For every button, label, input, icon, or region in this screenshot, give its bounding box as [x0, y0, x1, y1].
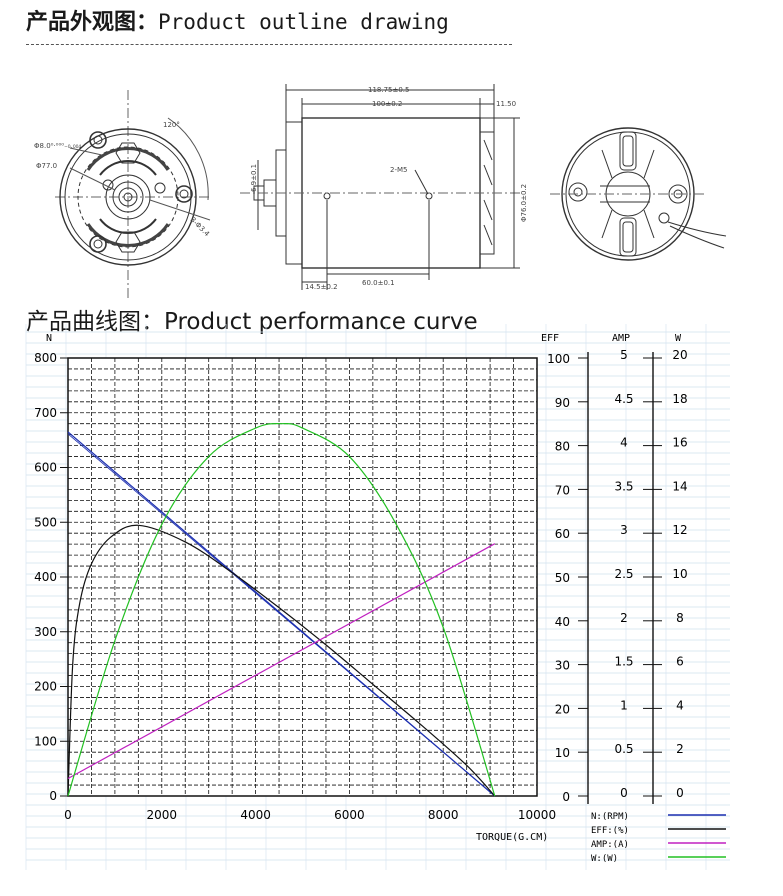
- series-line-n-shadow: [67, 433, 496, 797]
- w-axis-label: W: [675, 333, 682, 344]
- w-tick-label: 10: [672, 567, 687, 581]
- side-label-diameter: Φ76.0±0.2: [520, 184, 528, 222]
- amp-tick-label: 1: [620, 698, 628, 712]
- n-tick-label: 100: [34, 734, 57, 748]
- side-label-body: 100±0.2: [372, 100, 402, 108]
- x-tick-label: 6000: [334, 808, 365, 822]
- eff-tick-label: 100: [547, 352, 570, 366]
- series-line-eff: [67, 524, 496, 797]
- side-label-end: 11.50: [496, 100, 516, 108]
- amp-tick-label: 4: [620, 436, 628, 450]
- front-label-shaft: Φ8.0⁰·⁰⁰⁰₋₀.₀₀₄: [34, 142, 81, 150]
- n-axis-label: N: [46, 333, 52, 344]
- legend-label: W:(W): [591, 854, 618, 864]
- n-tick-label: 0: [49, 789, 57, 803]
- side-label-offset: 14.5±0.2: [305, 283, 338, 291]
- x-tick-label: 10000: [518, 808, 556, 822]
- w-tick-label: 20: [672, 348, 687, 362]
- series-line-amp: [67, 543, 496, 780]
- n-tick-label: 400: [34, 570, 57, 584]
- x-tick-label: 8000: [428, 808, 459, 822]
- eff-tick-label: 30: [555, 659, 570, 673]
- amp-tick-label: 1.5: [614, 655, 633, 669]
- w-tick-label: 18: [672, 392, 687, 406]
- eff-tick-label: 0: [562, 790, 570, 804]
- n-tick-label: 600: [34, 461, 57, 475]
- eff-tick-label: 50: [555, 571, 570, 585]
- curve-heading-en: Product performance curve: [164, 309, 478, 335]
- eff-tick-label: 40: [555, 615, 570, 629]
- amp-tick-label: 0.5: [614, 742, 633, 756]
- w-tick-label: 6: [676, 655, 684, 669]
- outline-heading: 产品外观图：Product outline drawing: [26, 4, 449, 36]
- x-tick-label: 2000: [147, 808, 178, 822]
- legend-label: AMP:(A): [591, 840, 629, 850]
- eff-tick-label: 20: [555, 702, 570, 716]
- n-tick-label: 800: [34, 351, 57, 365]
- amp-tick-label: 2: [620, 611, 628, 625]
- x-tick-label: 0: [64, 808, 72, 822]
- n-tick-label: 700: [34, 406, 57, 420]
- n-tick-label: 200: [34, 680, 57, 694]
- amp-tick-label: 5: [620, 348, 628, 362]
- w-tick-label: 14: [672, 479, 687, 493]
- amp-tick-label: 2.5: [614, 567, 633, 581]
- n-tick-label: 300: [34, 625, 57, 639]
- front-label-dia: Φ77.0: [36, 162, 57, 170]
- side-label-overall: 118.75±0.5: [368, 86, 410, 94]
- curve-heading: 产品曲线图：Product performance curve: [26, 302, 478, 336]
- outline-drawing: 120° Φ8.0⁰·⁰⁰⁰₋₀.₀₀₄ Φ77.0 3-Φ3.4 118.75…: [34, 84, 727, 300]
- legend-label: N:(RPM): [591, 812, 629, 822]
- heading-divider: [26, 44, 512, 45]
- w-tick-label: 12: [672, 523, 687, 537]
- eff-tick-label: 60: [555, 527, 570, 541]
- amp-tick-label: 3.5: [614, 479, 633, 493]
- side-label-spacing: 60.0±0.1: [362, 279, 395, 287]
- side-label-shaft: 6.9±0.1: [250, 164, 258, 192]
- side-label-holes: 2-M5: [390, 166, 407, 174]
- x-tick-label: 4000: [240, 808, 271, 822]
- eff-tick-label: 10: [555, 746, 570, 760]
- w-tick-label: 2: [676, 742, 684, 756]
- w-tick-label: 0: [676, 786, 684, 800]
- eff-tick-label: 70: [555, 483, 570, 497]
- amp-axis-label: AMP: [612, 333, 630, 344]
- x-axis-label: TORQUE(G.CM): [476, 832, 548, 843]
- eff-tick-label: 90: [555, 396, 570, 410]
- n-tick-label: 500: [34, 515, 57, 529]
- amp-tick-label: 0: [620, 786, 628, 800]
- w-tick-label: 16: [672, 436, 687, 450]
- eff-axis-label: EFF: [541, 333, 559, 344]
- front-label-angle: 120°: [163, 121, 180, 129]
- outline-heading-en: Product outline drawing: [158, 10, 449, 34]
- outline-heading-cn: 产品外观图：: [26, 10, 159, 35]
- curve-heading-cn: 产品曲线图：: [26, 309, 164, 335]
- side-view: [240, 84, 520, 290]
- eff-tick-label: 80: [555, 440, 570, 454]
- rear-view: [550, 127, 727, 261]
- w-tick-label: 8: [676, 611, 684, 625]
- w-tick-label: 4: [676, 698, 684, 712]
- amp-tick-label: 3: [620, 523, 628, 537]
- legend-label: EFF:(%): [591, 826, 629, 836]
- series-line-w: [67, 423, 496, 797]
- front-view: [55, 90, 211, 300]
- amp-tick-label: 4.5: [614, 392, 633, 406]
